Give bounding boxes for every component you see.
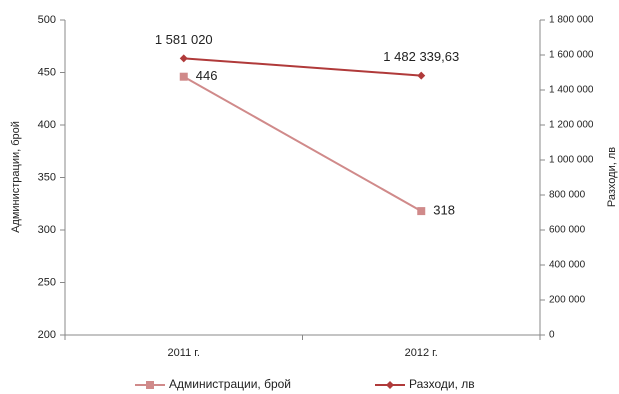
y-tick-label: 200 [38,329,56,341]
marker [179,54,188,63]
y-tick-label: 400 [38,119,56,131]
legend-label: Администрации, брой [169,377,291,391]
y2-axis-label: Разходи, лв [606,147,618,207]
y2-tick-label: 1 400 000 [549,85,594,96]
marker [417,207,426,216]
y2-tick-label: 1 000 000 [549,155,594,166]
line [183,57,422,77]
y2-tick-label: 200 000 [549,295,586,306]
y-axis-label: Администрации, брой [10,121,22,233]
marker [146,381,154,389]
y-tick-label: 350 [38,171,56,183]
y2-tick-label: 600 000 [549,225,586,236]
value-label: 446 [196,68,218,83]
y2-tick-label: 0 [549,330,555,341]
x-tick-label: 2011 г. [168,347,200,359]
value-label: 318 [433,203,455,218]
y2-tick-label: 800 000 [549,190,586,201]
y2-tick-label: 1 800 000 [549,15,594,26]
y-tick-label: 500 [38,14,56,26]
y2-tick-label: 1 200 000 [549,120,594,131]
x-tick-label: 2012 г. [405,347,438,359]
marker [386,381,394,389]
y2-tick-label: 400 000 [549,260,586,271]
value-label: 1 581 020 [155,32,213,47]
marker [179,72,188,81]
y2-tick-label: 1 600 000 [549,50,594,61]
line [183,75,422,212]
y-tick-label: 450 [38,66,56,78]
legend-label: Разходи, лв [409,377,475,391]
marker [417,71,426,80]
value-label: 1 482 339,63 [383,49,459,64]
y-tick-label: 300 [38,224,56,236]
y-tick-label: 250 [38,276,56,288]
